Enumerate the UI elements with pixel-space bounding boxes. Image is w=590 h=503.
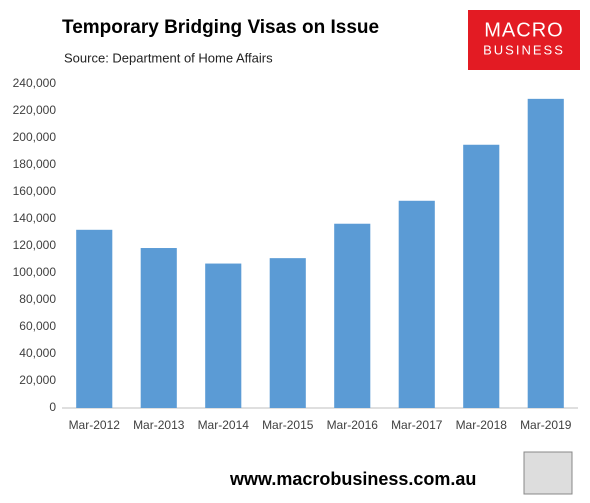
logo-box xyxy=(468,10,580,70)
y-tick-label: 180,000 xyxy=(13,157,57,171)
bar xyxy=(463,144,500,408)
y-tick-label: 120,000 xyxy=(13,238,57,252)
y-tick-label: 220,000 xyxy=(13,103,57,117)
y-tick-label: 200,000 xyxy=(13,130,57,144)
y-tick-label: 100,000 xyxy=(13,265,57,279)
x-tick-label: Mar-2015 xyxy=(262,418,314,432)
y-tick-label: 20,000 xyxy=(19,373,56,387)
bar xyxy=(205,263,242,408)
y-tick-label: 80,000 xyxy=(19,292,56,306)
x-tick-label: Mar-2016 xyxy=(327,418,379,432)
logo-text: MACRO xyxy=(484,19,563,41)
logo-image xyxy=(523,451,573,495)
y-tick-label: 140,000 xyxy=(13,211,57,225)
bar xyxy=(140,248,177,408)
x-tick-label: Mar-2012 xyxy=(69,418,121,432)
bar xyxy=(269,258,306,408)
x-tick-label: Mar-2013 xyxy=(133,418,185,432)
bar xyxy=(76,229,113,408)
y-tick-label: 40,000 xyxy=(19,346,56,360)
y-tick-label: 0 xyxy=(49,400,56,414)
x-tick-label: Mar-2019 xyxy=(520,418,572,432)
x-tick-label: Mar-2017 xyxy=(391,418,443,432)
bar xyxy=(398,200,435,408)
bar xyxy=(334,223,371,408)
x-tick-label: Mar-2014 xyxy=(198,418,250,432)
chart-title: Temporary Bridging Visas on Issue xyxy=(62,17,379,38)
chart-subtitle: Source: Department of Home Affairs xyxy=(64,50,273,65)
bar xyxy=(527,98,564,408)
x-tick-label: Mar-2018 xyxy=(456,418,508,432)
footer: www.macrobusiness.com.au xyxy=(229,469,476,489)
y-tick-label: 160,000 xyxy=(13,184,57,198)
y-tick-label: 240,000 xyxy=(13,76,57,90)
logo-text: BUSINESS xyxy=(483,42,565,57)
y-tick-label: 60,000 xyxy=(19,319,56,333)
